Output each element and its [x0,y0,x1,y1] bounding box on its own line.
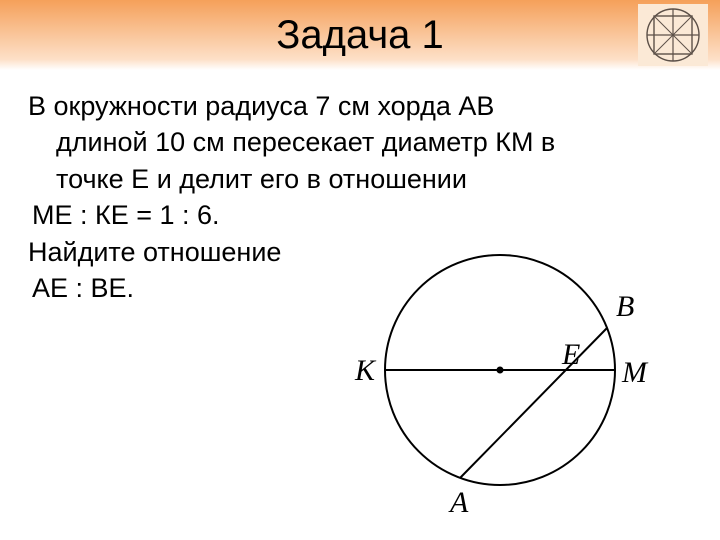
text-line: точке Е и делит его в отношении [28,161,692,197]
text-line: МЕ : КЕ = 1 : 6. [28,197,692,233]
geometry-diagram: К М В А Е [300,230,700,530]
label-M: М [622,356,647,390]
label-K: К [355,354,375,388]
slide-header: Задача 1 [0,0,720,70]
chord-line [460,328,607,478]
label-B: В [616,290,634,324]
corner-logo [638,4,708,66]
text-line: В окружности радиуса 7 см хорда АВ [28,88,692,124]
center-dot [497,367,504,374]
label-A: А [450,486,468,520]
label-E: Е [562,338,580,372]
slide-title: Задача 1 [276,13,444,58]
text-line: длиной 10 см пересекает диаметр КМ в [28,124,692,160]
